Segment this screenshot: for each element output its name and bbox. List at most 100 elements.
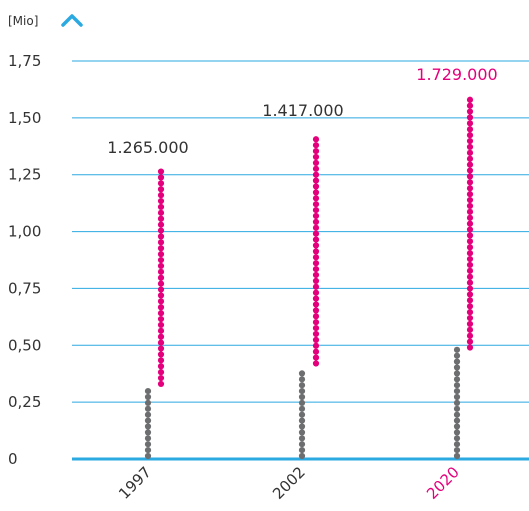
grey-dot [144,452,152,460]
grey-dot [298,399,306,406]
grey-dot [453,346,461,353]
pink-dot [312,301,320,308]
grey-dot [453,447,461,454]
pink-dot [466,273,474,280]
pink-dot [157,357,165,364]
grey-dot [453,393,461,401]
pink-dot [466,326,474,333]
pink-dot [157,304,165,311]
dot-columns [144,96,474,460]
pink-dot [466,267,474,274]
pink-dot [157,374,165,382]
pink-dot [157,227,165,234]
grey-dot [298,382,306,389]
x-category-label: 2002 [269,463,309,503]
pink-dot [312,348,320,355]
pink-dot [157,197,165,205]
pink-dot [466,220,474,227]
x-category-label: 2020 [423,463,463,503]
pink-dot [312,354,320,361]
grey-dot [453,423,461,430]
pink-dot [157,168,165,175]
pink-dot [157,174,165,181]
pink-dot [312,224,320,231]
grey-dot [298,388,306,395]
pink-dot [157,327,165,334]
grey-dot [453,382,461,389]
grey-dot [453,376,461,383]
pink-dot [312,142,320,149]
pink-dot [157,251,165,258]
pink-dot [466,208,474,215]
pink-dot [466,309,474,316]
pink-dot [466,214,474,221]
pink-dot [466,250,474,257]
pink-dot [466,167,474,174]
pink-dot [312,319,320,326]
pink-dot [157,310,165,317]
pink-dot [312,295,320,302]
pink-dot [466,173,474,180]
pink-dot [466,244,474,251]
grey-dot [144,393,152,401]
grey-dot-column [144,388,152,460]
pink-dot [466,303,474,310]
grey-dot [298,393,306,401]
pink-dot [466,126,474,133]
pink-dot [466,120,474,127]
y-tick-label: 0,25 [8,393,41,411]
grey-dot [298,417,306,424]
pink-dot [466,320,474,328]
pink-dot [157,333,165,340]
pink-dot [466,291,474,298]
pink-dot [157,233,165,240]
pink-dot [312,236,320,243]
pink-dot [157,180,165,187]
pink-dot [157,256,165,264]
pink-dot [312,342,320,349]
pink-dot [466,297,474,304]
pink-dot [312,171,320,178]
pink-dot [466,332,474,339]
pink-dot [466,137,474,145]
pink-dot [157,321,165,329]
grey-dot [144,423,152,430]
pink-dot [157,268,165,275]
pink-dot [157,203,165,211]
grey-dot [144,411,152,418]
pink-dot [157,286,165,293]
pink-dot [312,248,320,255]
grey-dot [453,417,461,424]
pink-dot [157,192,165,199]
pink-dot [312,183,320,190]
pink-dot [312,283,320,290]
y-tick-label: 1,50 [8,109,41,127]
up-arrow-icon [61,14,83,27]
pink-dot [312,177,320,184]
pink-dot [466,255,474,263]
pink-dot [157,239,165,246]
grey-dot [144,417,152,424]
grey-dot [453,364,461,371]
pink-dot [466,344,474,351]
pink-dot [312,136,320,143]
pink-dot [157,345,165,352]
grid-lines [72,60,529,461]
pink-dot [157,351,165,358]
pink-dot [157,315,165,323]
y-tick-label: 0,75 [8,279,41,297]
pink-dot-column [157,168,165,388]
pink-dot [466,338,474,345]
grey-dot [453,411,461,418]
grey-dot [453,370,461,377]
grey-dot [298,429,306,436]
pink-dot [312,230,320,237]
pink-dot [312,206,320,214]
grey-dot [298,435,306,442]
pink-dot [466,108,474,115]
pink-dot [312,218,320,225]
pink-dot [312,147,320,155]
pink-dot-column [312,136,320,367]
grey-dot [144,388,152,395]
